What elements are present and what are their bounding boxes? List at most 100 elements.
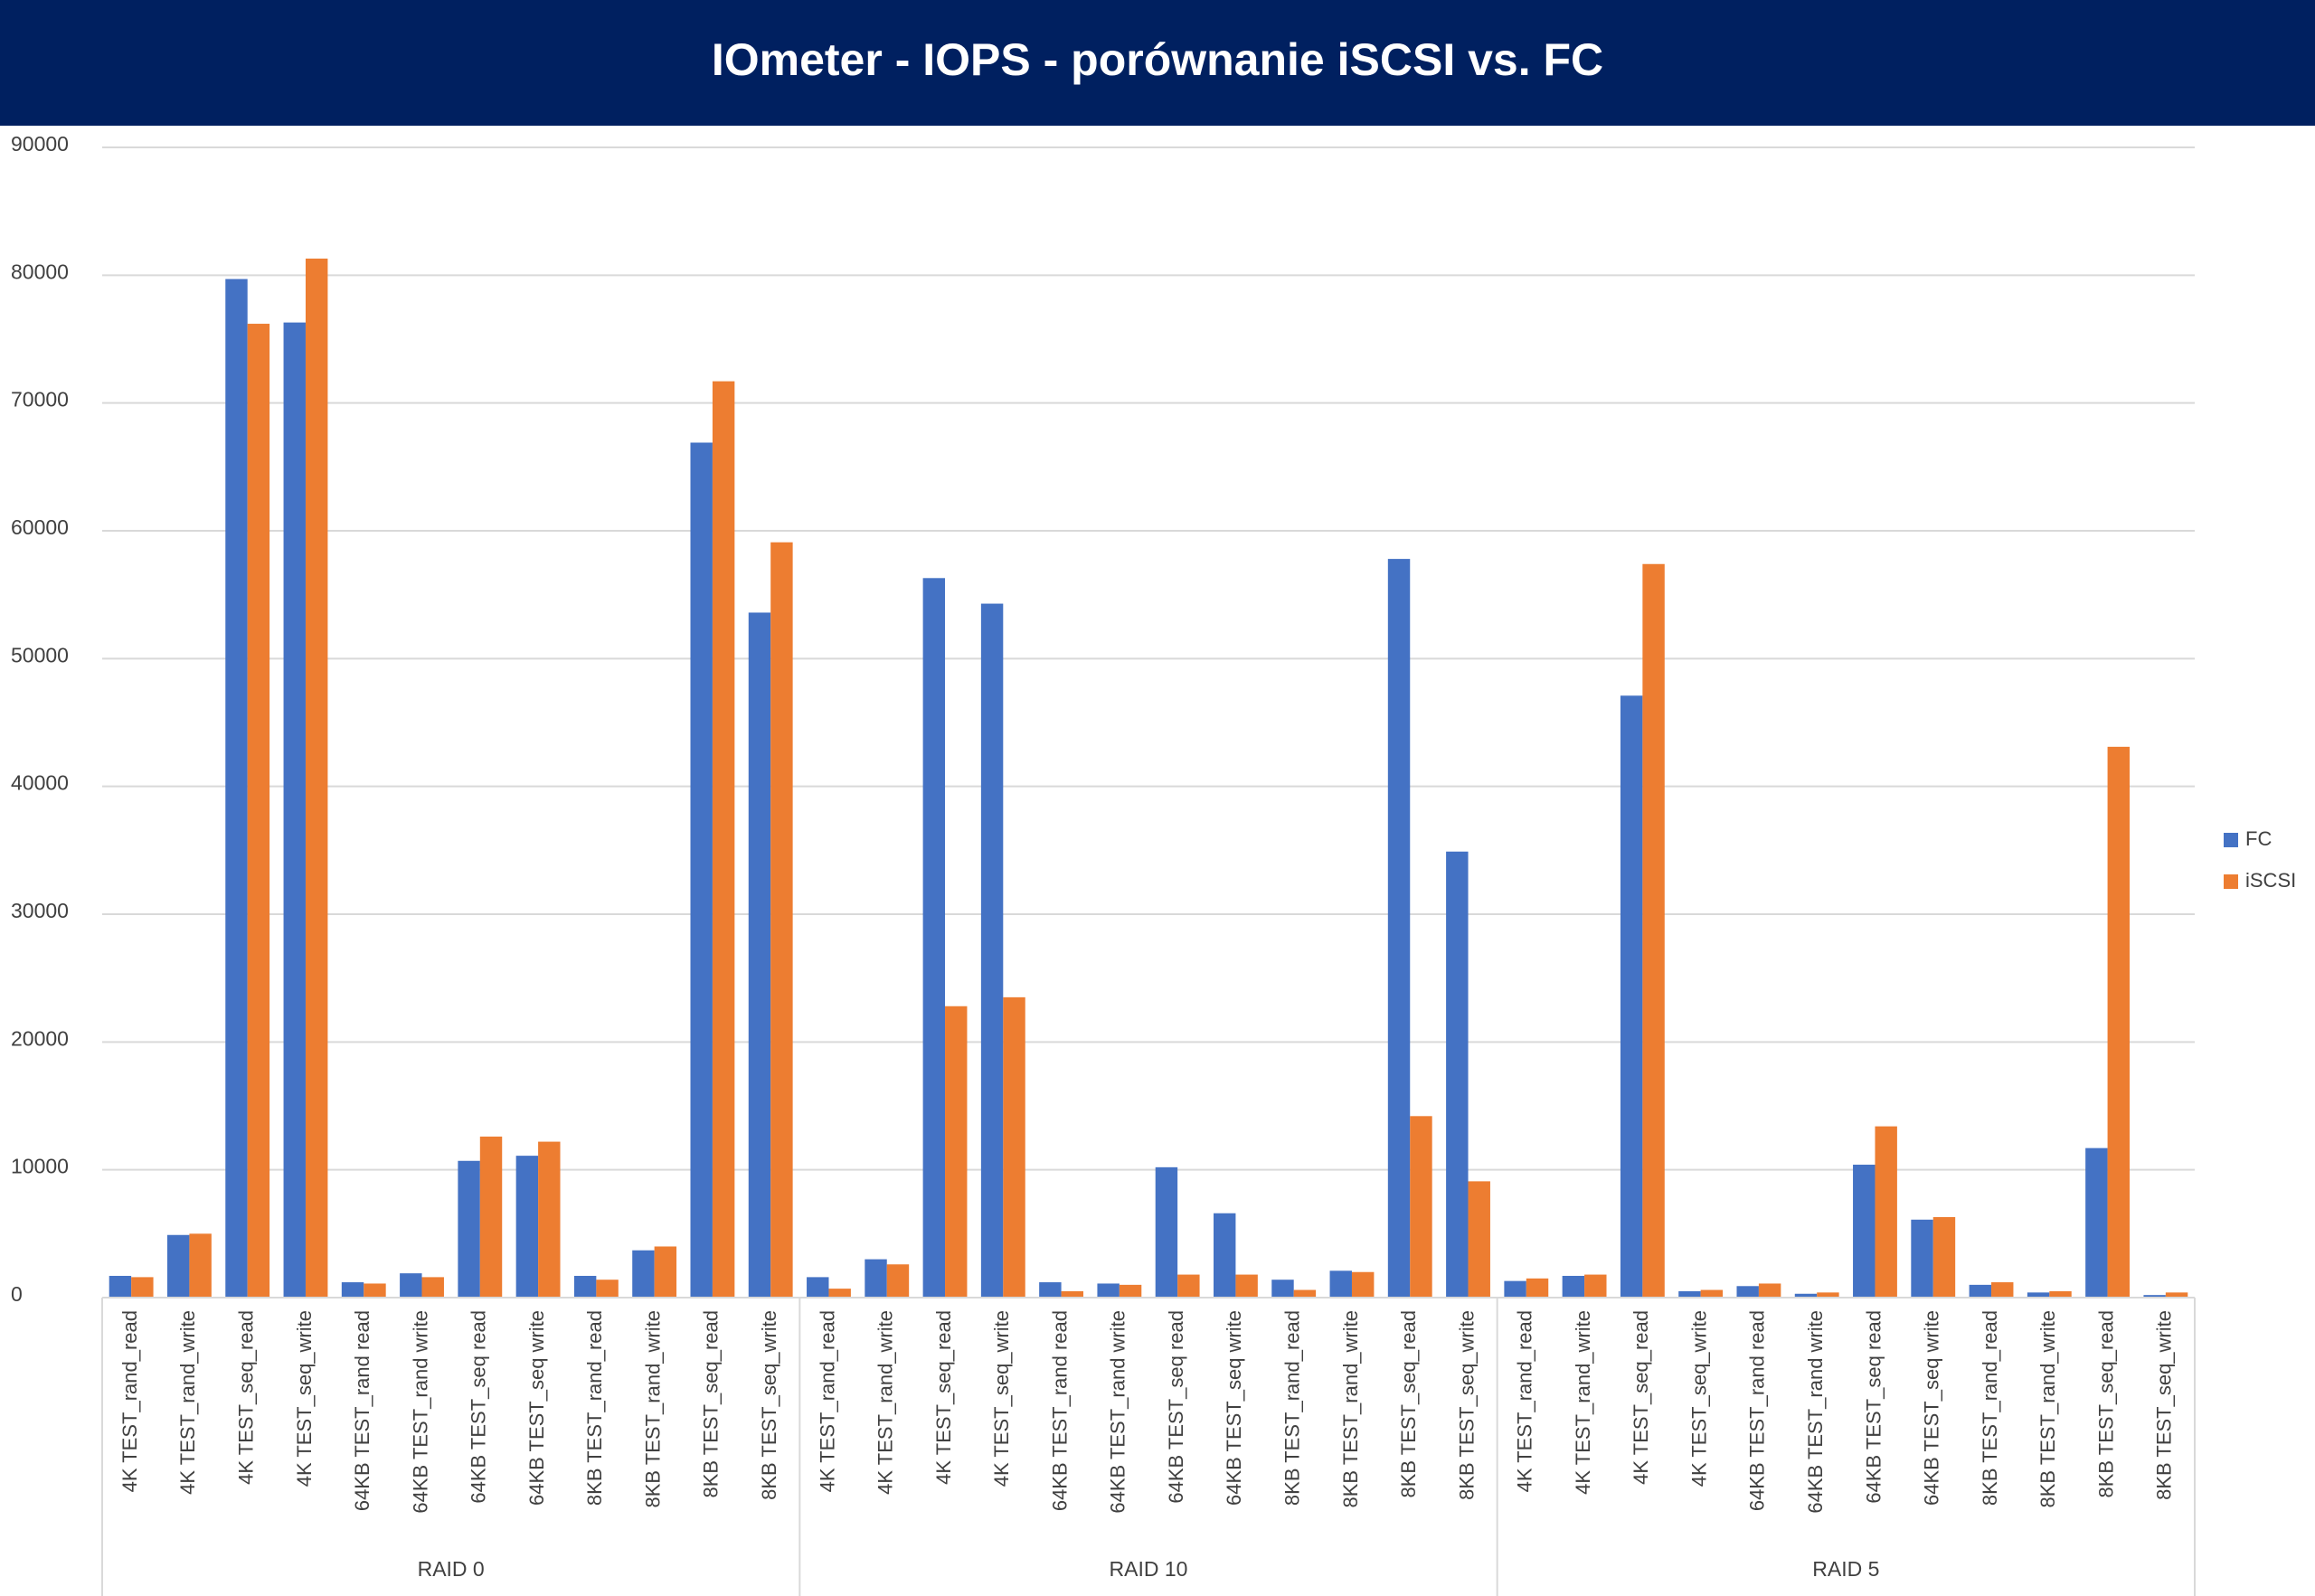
bar [458, 1160, 480, 1298]
x-tick-label: 8KB TEST_seq_write [2153, 1310, 2176, 1500]
x-tick-label: 4K TEST_rand_read [1514, 1310, 1536, 1492]
bar [1410, 1116, 1432, 1298]
x-tick-label: 8KB TEST_seq_write [758, 1310, 780, 1500]
x-tick-label: 8KB TEST_rand_write [2036, 1310, 2059, 1507]
bar [1991, 1282, 2014, 1298]
x-tick-label: 8KB TEST_seq_read [2094, 1310, 2117, 1498]
y-tick-label: 60000 [11, 515, 69, 539]
y-tick-label: 90000 [11, 132, 69, 156]
bar [1853, 1165, 1876, 1298]
bar [283, 322, 306, 1298]
bar [2165, 1292, 2188, 1298]
x-tick-label: 4K TEST_seq_write [1687, 1310, 1710, 1487]
x-tick-label: 64KB TEST_rand write [1107, 1310, 1129, 1514]
bar [364, 1283, 386, 1298]
x-tick-label: 4K TEST_seq_read [932, 1310, 955, 1485]
x-tick-label: 64KB TEST_rand write [409, 1310, 431, 1514]
bar [109, 1275, 132, 1298]
group-label: RAID 5 [1812, 1557, 1879, 1581]
y-tick-label: 50000 [11, 643, 69, 666]
x-tick-label: 4K TEST_rand_read [816, 1310, 838, 1492]
x-tick-label: 64KB TEST_seq read [1165, 1310, 1187, 1504]
bar [1271, 1280, 1294, 1298]
bar [225, 279, 248, 1298]
bar [247, 324, 270, 1298]
bar [341, 1282, 364, 1298]
y-tick-label: 20000 [11, 1026, 69, 1050]
x-tick-label: 64KB TEST_seq write [525, 1310, 548, 1506]
bar [2049, 1290, 2072, 1298]
bar [748, 612, 771, 1298]
bar [865, 1259, 887, 1298]
bar [1700, 1289, 1724, 1298]
legend-swatch [2224, 833, 2238, 847]
bar [305, 258, 328, 1299]
bar [690, 442, 713, 1299]
group-label: RAID 10 [1110, 1557, 1188, 1581]
x-tick-label: 8KB TEST_rand_read [1281, 1310, 1304, 1506]
bar [712, 381, 735, 1298]
bar [1736, 1286, 1759, 1298]
bar [632, 1250, 655, 1298]
bar [166, 1234, 190, 1298]
bar [1177, 1274, 1200, 1298]
bar [828, 1289, 851, 1298]
x-tick-label: 64KB TEST_seq write [1223, 1310, 1245, 1506]
bar [1875, 1126, 1897, 1298]
bar [1119, 1284, 1142, 1298]
bar [1446, 851, 1469, 1298]
bar [1504, 1280, 1526, 1298]
chart-title: IOmeter - IOPS - porównanie iSCSI vs. FC [712, 34, 1603, 85]
x-tick-label: 64KB TEST_seq read [1862, 1310, 1885, 1504]
bar [1351, 1271, 1375, 1298]
bar [2143, 1295, 2166, 1298]
bar [1293, 1289, 1317, 1298]
bar [421, 1277, 444, 1298]
bar [807, 1277, 829, 1298]
x-tick-label: 4K TEST_seq_read [1630, 1310, 1652, 1485]
x-tick-label: 8KB TEST_rand_write [1339, 1310, 1362, 1507]
bar [515, 1156, 539, 1298]
bar [980, 603, 1004, 1298]
y-tick-label: 30000 [11, 899, 69, 922]
group-label: RAID 0 [418, 1557, 485, 1581]
bar [2085, 1147, 2108, 1298]
bar [1911, 1219, 1933, 1298]
bar [2107, 746, 2131, 1298]
x-tick-label: 8KB TEST_rand_write [641, 1310, 664, 1507]
bar [1526, 1278, 1549, 1298]
bar [1235, 1274, 1258, 1298]
bar [1329, 1270, 1352, 1298]
bar [1468, 1181, 1490, 1298]
bar [1061, 1290, 1084, 1298]
bar [131, 1277, 154, 1298]
bar [1794, 1293, 1818, 1298]
x-tick-label: 8KB TEST_seq_read [1397, 1310, 1420, 1498]
bar [1213, 1213, 1236, 1298]
bar [1562, 1275, 1585, 1298]
x-tick-label: 4K TEST_seq_write [990, 1310, 1013, 1487]
x-tick-label: 64KB TEST_seq write [1921, 1310, 1943, 1506]
bar [886, 1264, 910, 1298]
bar [573, 1275, 597, 1298]
bar [1584, 1274, 1607, 1298]
bar [1097, 1283, 1120, 1298]
legend-label: FC [2245, 827, 2272, 850]
x-tick-label: 4K TEST_seq_read [235, 1310, 258, 1485]
bar [922, 578, 946, 1298]
bar [1642, 563, 1665, 1298]
x-tick-label: 4K TEST_rand_read [118, 1310, 141, 1492]
y-tick-label: 40000 [11, 771, 69, 795]
x-tick-label: 8KB TEST_rand_read [583, 1310, 606, 1506]
y-tick-label: 70000 [11, 388, 69, 411]
y-tick-label: 10000 [11, 1155, 69, 1178]
legend-swatch [2224, 874, 2238, 889]
bar [596, 1280, 619, 1298]
bar [945, 1006, 968, 1298]
x-tick-label: 4K TEST_rand_write [1572, 1310, 1594, 1495]
x-tick-label: 8KB TEST_seq_read [700, 1310, 723, 1498]
bar [1969, 1284, 1992, 1298]
x-tick-label: 64KB TEST_rand write [1804, 1310, 1827, 1514]
x-tick-label: 8KB TEST_rand_read [1979, 1310, 2001, 1506]
